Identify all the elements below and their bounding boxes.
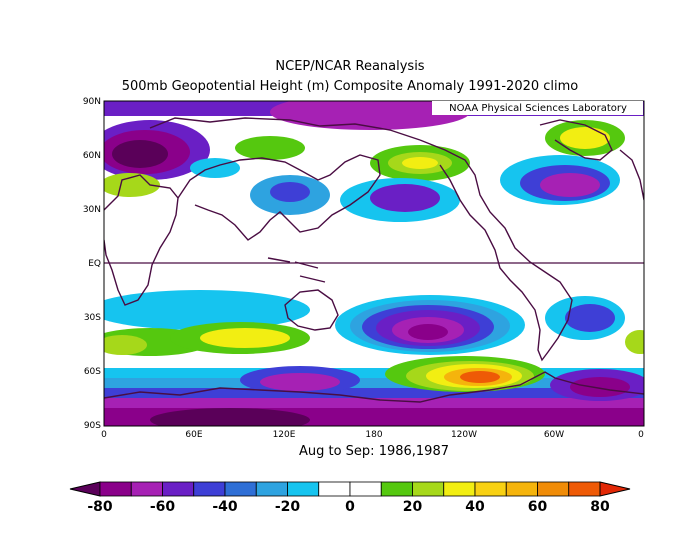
colorbar-tick-label: 60 (528, 499, 548, 515)
colorbar-cells (69, 481, 631, 497)
colorbar-cell (255, 481, 288, 497)
lon-tick-label: 180 (365, 430, 382, 440)
lat-tick-label: 30N (83, 205, 101, 215)
credit-label: NOAA Physical Sciences Laboratory (449, 103, 627, 114)
map-frame (103, 100, 645, 427)
lat-axis: 90N 60N 30N EQ 30S 60S 90S (83, 97, 101, 431)
date-range-label: Aug to Sep: 1986,1987 (298, 444, 449, 459)
colorbar-tick-label: 20 (403, 499, 423, 515)
colorbar-tick-label: 80 (590, 499, 610, 515)
colorbar-labels: -80 -60 -40 -20 0 20 40 60 80 (87, 499, 610, 515)
colorbar-cell (443, 481, 476, 497)
colorbar-cell (380, 481, 413, 497)
colorbar-tick-label: 40 (465, 499, 485, 515)
colorbar-cell (568, 481, 601, 497)
colorbar-cell (162, 481, 195, 497)
lon-tick-label: 0 (101, 430, 107, 440)
lon-tick-label: 60E (185, 430, 202, 440)
colorbar-tick-label: -80 (87, 499, 113, 515)
colorbar-cell (505, 481, 538, 497)
colorbar-tick-label: -60 (150, 499, 176, 515)
colorbar-tick-label: -40 (212, 499, 238, 515)
coastlines (104, 117, 644, 403)
south-polar-negative-band (104, 368, 644, 426)
colorbar-cell (193, 481, 226, 497)
lon-axis: 0 60E 120E 180 120W 60W 0 (101, 430, 644, 440)
north-hemisphere-anomalies (104, 101, 644, 222)
south-indian-band (104, 290, 644, 356)
colorbar-cell (318, 481, 351, 497)
lon-tick-label: 120E (273, 430, 296, 440)
colorbar-cell (287, 481, 320, 497)
lat-tick-label: EQ (88, 259, 101, 269)
chart-title: NCEP/NCAR Reanalysis (275, 59, 425, 74)
lat-tick-label: 60S (84, 367, 101, 377)
south-pacific-negative (335, 295, 525, 355)
lon-tick-label: 120W (451, 430, 477, 440)
colorbar-cell (349, 481, 382, 497)
colorbar-arrow-left (69, 481, 101, 497)
credit-box (432, 101, 643, 115)
colorbar-arrow-right (599, 481, 631, 497)
south-pacific-positive (385, 356, 545, 392)
anomaly-fields (104, 101, 644, 426)
colorbar-tick-label: -20 (275, 499, 301, 515)
lat-tick-label: 30S (84, 313, 101, 323)
lon-tick-label: 0 (638, 430, 644, 440)
colorbar-cell (412, 481, 445, 497)
lat-tick-label: 60N (83, 151, 101, 161)
chart-subtitle-variable: 500mb Geopotential Height (m) Composite … (121, 79, 579, 94)
lat-tick-label: 90N (83, 97, 101, 107)
colorbar-cell (474, 481, 507, 497)
colorbar-cell (537, 481, 570, 497)
colorbar-cell (130, 481, 163, 497)
lat-tick-label: 90S (84, 421, 101, 431)
colorbar-cell (99, 481, 132, 497)
south-atlantic-negative (545, 296, 625, 340)
lon-tick-label: 60W (544, 430, 564, 440)
colorbar-cell (224, 481, 257, 497)
south-subantarctic-negative (240, 366, 644, 401)
colorbar-tick-label: 0 (345, 499, 355, 515)
